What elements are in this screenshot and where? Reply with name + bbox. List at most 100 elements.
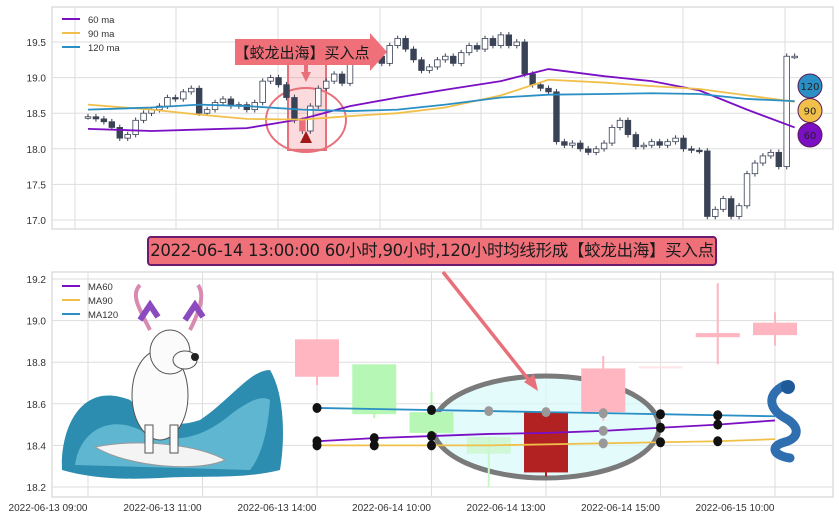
candle-body: [434, 59, 441, 68]
top-plot-area: [51, 6, 834, 230]
y-tick-label: 19.2: [27, 275, 47, 286]
candle-body: [497, 34, 505, 46]
candle-body: [426, 66, 433, 71]
candle-body: [791, 55, 798, 59]
ma-point: [713, 436, 723, 447]
legend-label: MA60: [88, 282, 113, 293]
ma-line-MA90: [317, 438, 776, 447]
candle-body: [767, 151, 775, 157]
y-tick-label: 18.0: [27, 145, 47, 156]
candle-body: [759, 155, 767, 164]
candle-body: [203, 109, 211, 114]
legend-label: 120 ma: [88, 43, 120, 54]
candle-body: [648, 141, 655, 146]
candle-body: [457, 52, 465, 64]
candle-body: [672, 137, 679, 143]
candle-body: [140, 112, 147, 121]
candle-body: [322, 80, 330, 89]
ma-badge-label: 90: [804, 107, 817, 118]
candle-body: [695, 333, 740, 338]
surfing-dog-illustration: [61, 283, 283, 479]
candle-body: [632, 134, 640, 148]
candle-body: [132, 119, 139, 135]
candle-body: [259, 80, 266, 103]
annotation-label: 【蛟龙出海】买入点: [234, 44, 369, 62]
x-tick-label: 2022-06-14 10:00: [352, 503, 431, 514]
candle-body: [299, 119, 306, 132]
candle-body: [410, 48, 417, 61]
ma-point: [427, 440, 436, 451]
candle-body: [553, 91, 560, 143]
x-tick-label: 2022-06-14 15:00: [581, 503, 660, 514]
candle-body: [489, 38, 497, 46]
y-tick-label: 19.0: [27, 317, 47, 328]
ma-point: [369, 440, 379, 451]
candle-body: [164, 97, 171, 107]
candle-body: [473, 45, 481, 50]
candle-body: [720, 198, 727, 210]
signal-banner: 2022-06-14 13:00:00 60小时,90小时,120小时均线形成【…: [147, 236, 717, 266]
buy-triangle-icon: [300, 131, 312, 143]
candle-body: [524, 412, 568, 473]
ma-point: [312, 402, 322, 413]
ma-badge-label: 60: [804, 131, 817, 142]
candle-body: [600, 142, 608, 150]
candle-body: [352, 364, 397, 415]
legend-label: 90 ma: [88, 29, 115, 40]
ma-point: [312, 440, 322, 451]
x-tick-label: 2022-06-13 14:00: [238, 503, 317, 514]
ma-point: [598, 408, 608, 419]
candle-body: [394, 38, 401, 46]
candle-body: [92, 116, 100, 120]
x-tick-label: 2022-06-15 10:00: [696, 503, 775, 514]
candle-body: [283, 84, 290, 98]
candle-body: [753, 322, 797, 336]
candle-body: [275, 77, 282, 86]
ma-point: [656, 437, 665, 448]
candle-body: [330, 73, 338, 82]
legend-label: 60 ma: [88, 15, 115, 26]
candle-body: [640, 144, 647, 148]
candle-body: [84, 116, 92, 119]
candle-body: [529, 73, 536, 86]
y-tick-label: 18.5: [27, 109, 47, 120]
x-tick-label: 2022-06-13 09:00: [9, 503, 88, 514]
ma-point: [713, 419, 723, 430]
candle-body: [592, 148, 600, 153]
candle-body: [783, 55, 790, 168]
ma-point: [541, 407, 551, 418]
annotation-arrow-box: [235, 33, 387, 71]
candle-body: [315, 87, 322, 107]
candle-body: [680, 137, 687, 150]
candle-body: [561, 141, 568, 146]
candle-body: [688, 148, 695, 151]
y-tick-label: 18.2: [27, 483, 47, 494]
down-arrow-icon: [301, 62, 311, 82]
candle-body: [521, 41, 528, 75]
y-tick-label: 19.0: [27, 74, 47, 85]
ma-line-120-ma: [87, 92, 795, 112]
candle-body: [775, 151, 782, 168]
ma-point: [369, 433, 379, 444]
ma-line-MA60: [316, 419, 776, 443]
candle-body: [545, 87, 552, 93]
candle-body: [751, 162, 759, 175]
candle-body: [195, 87, 203, 114]
candle-body: [581, 368, 626, 413]
candle-body: [608, 127, 616, 144]
candle-body: [409, 412, 454, 433]
ma-point: [427, 431, 436, 442]
x-tick-label: 2022-06-13 11:00: [123, 503, 202, 514]
candle-body: [450, 55, 457, 64]
candle-body: [704, 150, 711, 217]
candle-body: [100, 118, 108, 123]
y-tick-label: 19.5: [27, 38, 47, 49]
candle-body: [656, 141, 663, 146]
candle-body: [116, 127, 123, 139]
candle-body: [735, 205, 743, 217]
candle-body: [616, 119, 624, 128]
candle-body: [442, 55, 449, 61]
ma-point: [656, 422, 665, 433]
candle-body: [624, 119, 632, 135]
pointer-arrow-head-icon: [524, 374, 538, 391]
